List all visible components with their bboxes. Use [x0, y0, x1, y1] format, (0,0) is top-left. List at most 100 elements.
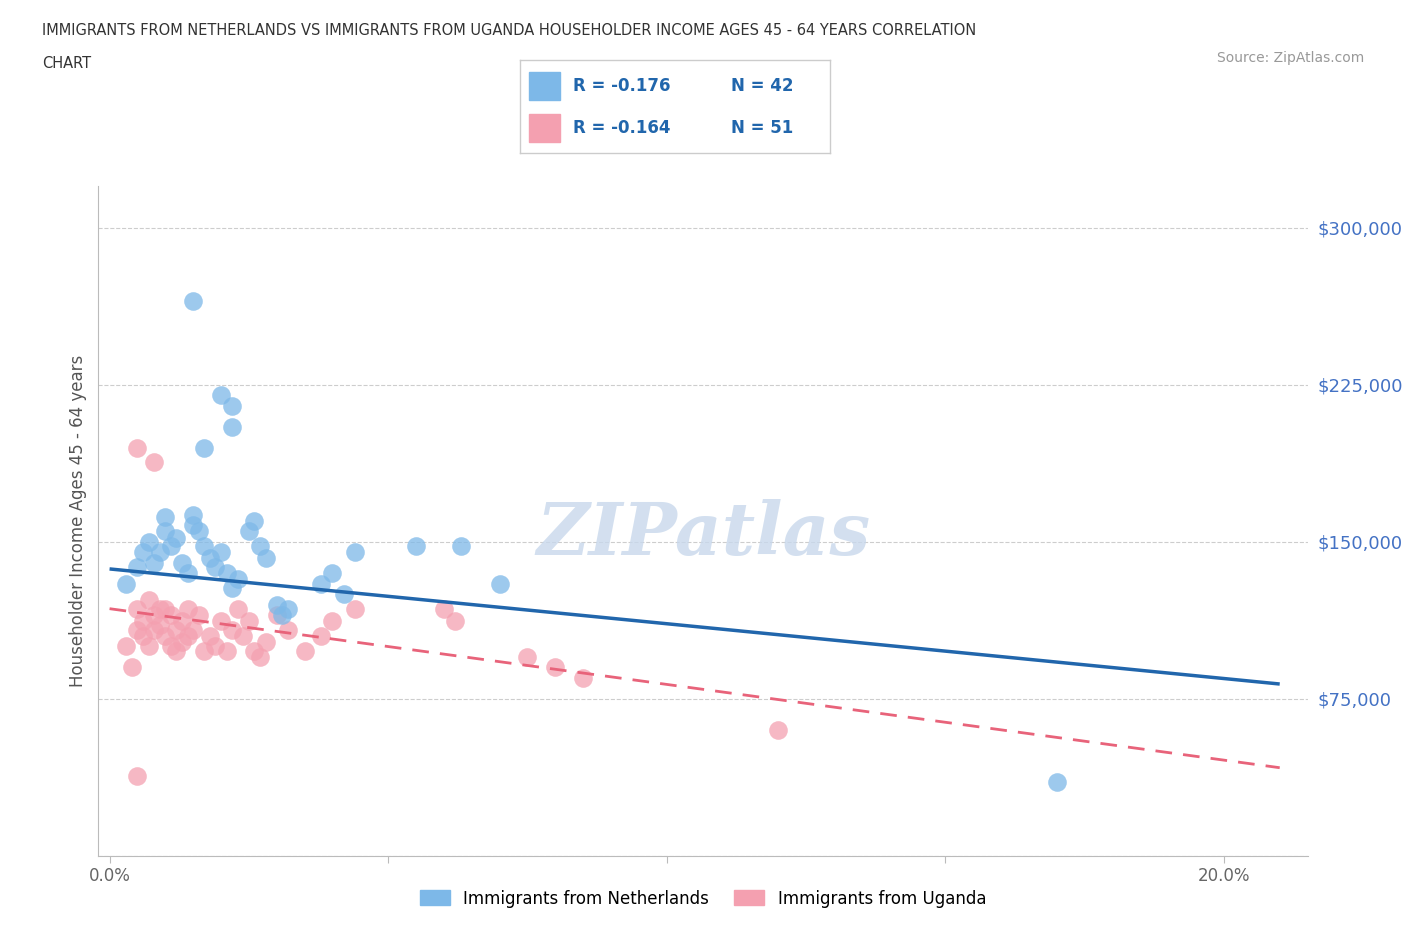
Point — [138, 593, 160, 608]
Point — [266, 607, 288, 622]
Point — [238, 614, 260, 629]
Point — [266, 597, 288, 612]
Point — [132, 614, 155, 629]
Point — [343, 545, 366, 560]
Point — [221, 419, 243, 434]
Point — [249, 649, 271, 664]
Point — [209, 545, 232, 560]
Point — [149, 618, 172, 633]
Point — [215, 565, 238, 580]
Point — [160, 607, 183, 622]
Point — [127, 622, 149, 637]
Y-axis label: Householder Income Ages 45 - 64 years: Householder Income Ages 45 - 64 years — [69, 354, 87, 687]
Point — [277, 602, 299, 617]
Point — [149, 545, 172, 560]
Point — [160, 538, 183, 553]
Point — [254, 634, 277, 649]
Point — [127, 768, 149, 783]
Point — [243, 644, 266, 658]
Point — [193, 644, 215, 658]
Point — [271, 607, 294, 622]
Text: Source: ZipAtlas.com: Source: ZipAtlas.com — [1216, 51, 1364, 65]
Point — [311, 576, 333, 591]
Point — [155, 629, 177, 644]
Point — [176, 602, 198, 617]
Point — [209, 614, 232, 629]
Point — [170, 614, 193, 629]
Point — [294, 644, 316, 658]
Point — [343, 602, 366, 617]
Point — [221, 580, 243, 595]
Point — [115, 576, 138, 591]
Point — [176, 629, 198, 644]
Point — [176, 565, 198, 580]
Point — [121, 660, 143, 675]
Point — [321, 614, 343, 629]
Point — [127, 440, 149, 455]
Point — [405, 538, 427, 553]
Point — [138, 639, 160, 654]
Point — [311, 629, 333, 644]
Text: ZIPatlas: ZIPatlas — [536, 498, 870, 570]
Point — [516, 649, 538, 664]
Point — [160, 639, 183, 654]
Text: N = 42: N = 42 — [731, 76, 793, 95]
Point — [198, 551, 221, 565]
Point — [165, 530, 187, 545]
Point — [181, 518, 204, 533]
Point — [209, 388, 232, 403]
Point — [238, 524, 260, 538]
Point — [143, 607, 166, 622]
Point — [232, 629, 254, 644]
Point — [127, 602, 149, 617]
Point — [444, 614, 467, 629]
FancyBboxPatch shape — [530, 114, 561, 142]
Point — [155, 510, 177, 525]
Point — [433, 602, 456, 617]
Point — [450, 538, 472, 553]
Point — [226, 572, 249, 587]
Point — [572, 671, 595, 685]
Point — [254, 551, 277, 565]
Point — [170, 555, 193, 570]
Point — [132, 629, 155, 644]
Point — [143, 455, 166, 470]
Point — [193, 440, 215, 455]
Point — [187, 524, 209, 538]
Point — [187, 607, 209, 622]
Point — [181, 507, 204, 522]
Point — [1046, 775, 1069, 790]
Text: N = 51: N = 51 — [731, 119, 793, 138]
Point — [204, 639, 226, 654]
Point — [321, 565, 343, 580]
Point — [226, 602, 249, 617]
Point — [181, 622, 204, 637]
Point — [193, 538, 215, 553]
Point — [138, 535, 160, 550]
Point — [165, 622, 187, 637]
Text: CHART: CHART — [42, 56, 91, 71]
Point — [155, 524, 177, 538]
Point — [149, 602, 172, 617]
Point — [127, 559, 149, 574]
Point — [143, 622, 166, 637]
Text: R = -0.164: R = -0.164 — [572, 119, 671, 138]
Text: R = -0.176: R = -0.176 — [572, 76, 671, 95]
Text: IMMIGRANTS FROM NETHERLANDS VS IMMIGRANTS FROM UGANDA HOUSEHOLDER INCOME AGES 45: IMMIGRANTS FROM NETHERLANDS VS IMMIGRANT… — [42, 23, 976, 38]
Point — [143, 555, 166, 570]
Point — [181, 294, 204, 309]
Legend: Immigrants from Netherlands, Immigrants from Uganda: Immigrants from Netherlands, Immigrants … — [413, 883, 993, 914]
Point — [155, 602, 177, 617]
Point — [243, 513, 266, 528]
Point — [332, 587, 354, 602]
Point — [198, 629, 221, 644]
Point — [115, 639, 138, 654]
FancyBboxPatch shape — [530, 72, 561, 100]
Point — [488, 576, 510, 591]
Point — [132, 545, 155, 560]
Point — [544, 660, 567, 675]
Point — [768, 723, 790, 737]
Point — [277, 622, 299, 637]
Point — [215, 644, 238, 658]
Point — [249, 538, 271, 553]
